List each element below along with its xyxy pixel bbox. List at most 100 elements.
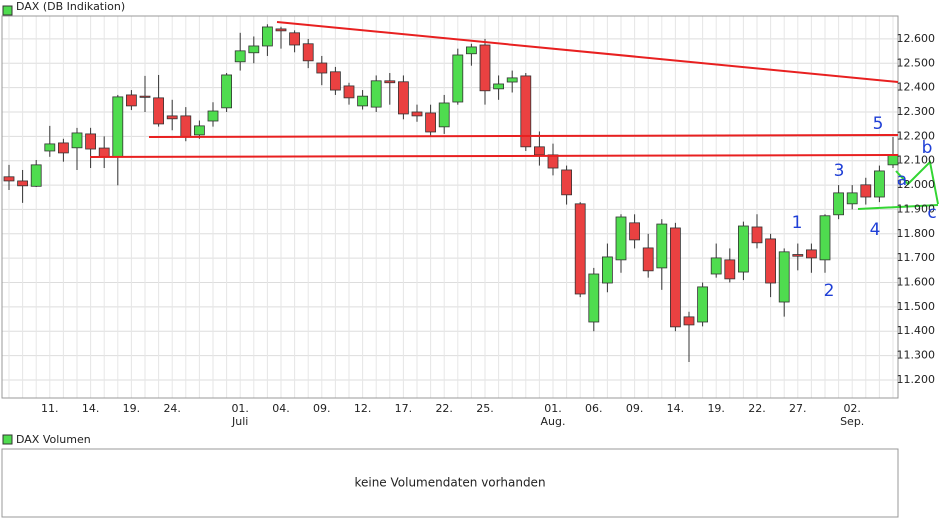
y-tick-label: 12.100 bbox=[897, 154, 936, 167]
candle-body bbox=[765, 238, 776, 284]
candle-body bbox=[343, 85, 355, 99]
candle-body bbox=[234, 50, 246, 63]
volume-frame bbox=[1, 448, 899, 518]
candle-body bbox=[724, 259, 736, 280]
candle-body bbox=[44, 143, 56, 152]
candle-body bbox=[180, 115, 192, 138]
x-tick-label: 04. bbox=[272, 402, 290, 415]
candle-body bbox=[778, 251, 790, 303]
x-tick-label: 09. bbox=[626, 402, 644, 415]
wave-label: a bbox=[897, 170, 907, 190]
wave-line bbox=[895, 159, 939, 205]
y-tick-label: 11.200 bbox=[897, 373, 936, 386]
candle-body bbox=[642, 247, 654, 272]
x-tick-label: 12. bbox=[354, 402, 372, 415]
x-month-label: Juli bbox=[231, 415, 248, 428]
x-tick-label: 24. bbox=[163, 402, 181, 415]
x-tick-label: 19. bbox=[707, 402, 725, 415]
candle-body bbox=[574, 203, 586, 295]
y-tick-label: 11.400 bbox=[897, 324, 936, 337]
candle-body bbox=[153, 97, 165, 125]
candle-body bbox=[275, 28, 287, 32]
legend-swatch bbox=[2, 5, 13, 16]
candle-body bbox=[261, 26, 273, 47]
y-tick-label: 12.000 bbox=[897, 178, 936, 191]
x-tick-label: 19. bbox=[123, 402, 141, 415]
candle-body bbox=[452, 54, 464, 103]
trendline bbox=[276, 21, 899, 83]
candle-body bbox=[207, 110, 219, 122]
candle-body bbox=[588, 273, 600, 323]
candle-body bbox=[58, 142, 69, 154]
x-tick-label: 14. bbox=[667, 402, 685, 415]
wave-label: c bbox=[927, 203, 936, 223]
y-tick-label: 11.900 bbox=[897, 202, 936, 215]
y-tick-label: 12.300 bbox=[897, 105, 936, 118]
wave-label: b bbox=[922, 138, 933, 158]
x-tick-label: 11. bbox=[41, 402, 59, 415]
candle-body bbox=[465, 46, 477, 55]
candle-body bbox=[248, 45, 260, 54]
wave-label: 5 bbox=[873, 114, 884, 134]
wave-label: 3 bbox=[834, 161, 845, 181]
candle-body bbox=[833, 192, 844, 216]
legend-label: DAX Volumen bbox=[16, 433, 91, 446]
candle-body bbox=[329, 71, 341, 91]
x-tick-label: 27. bbox=[789, 402, 807, 415]
x-tick-label: 06. bbox=[585, 402, 603, 415]
trendline bbox=[148, 134, 899, 138]
candle-body bbox=[425, 112, 437, 133]
wave-line bbox=[857, 204, 939, 210]
candle-body bbox=[166, 115, 178, 120]
x-tick-label: 17. bbox=[395, 402, 413, 415]
x-tick-label: 02. bbox=[843, 402, 861, 415]
candle-body bbox=[738, 225, 749, 273]
plot-frame bbox=[1, 15, 899, 399]
y-tick-label: 11.700 bbox=[897, 251, 936, 264]
candle-body bbox=[112, 96, 124, 158]
trendlines bbox=[89, 21, 939, 210]
candle-body bbox=[710, 257, 722, 275]
y-tick-label: 12.600 bbox=[897, 32, 936, 45]
candle-body bbox=[493, 83, 505, 90]
candle-body bbox=[697, 286, 708, 323]
candle-body bbox=[411, 111, 423, 117]
x-month-label: Sep. bbox=[840, 415, 864, 428]
candle-body bbox=[534, 146, 545, 156]
x-month-label: Aug. bbox=[541, 415, 566, 428]
candle-body bbox=[874, 170, 885, 198]
candle-body bbox=[506, 77, 518, 83]
candle-body bbox=[384, 80, 396, 84]
candle-body bbox=[302, 43, 314, 62]
legend-swatch bbox=[2, 434, 13, 445]
trendline bbox=[89, 154, 899, 158]
candle-body bbox=[221, 74, 233, 109]
wave-label: 1 bbox=[792, 213, 803, 233]
y-tick-label: 11.800 bbox=[897, 227, 936, 240]
wave-label: 4 bbox=[870, 220, 881, 240]
candle-body bbox=[397, 81, 409, 115]
candle-body bbox=[139, 95, 151, 98]
y-tick-label: 11.500 bbox=[897, 300, 936, 313]
candle-body bbox=[751, 226, 763, 244]
x-tick-label: 01. bbox=[231, 402, 249, 415]
candle-body bbox=[370, 80, 382, 108]
candle-body bbox=[193, 125, 205, 136]
candle-body bbox=[615, 216, 627, 261]
y-tick-label: 12.500 bbox=[897, 56, 936, 69]
candle-body bbox=[126, 94, 137, 107]
candle-body bbox=[670, 227, 681, 328]
candle-body bbox=[656, 223, 668, 269]
y-tick-label: 11.300 bbox=[897, 349, 936, 362]
y-tick-label: 12.400 bbox=[897, 81, 936, 94]
y-tick-label: 11.600 bbox=[897, 276, 936, 289]
candle-body bbox=[479, 44, 491, 92]
volume-message: keine Volumendaten vorhanden bbox=[354, 476, 545, 490]
candle-body bbox=[289, 32, 301, 46]
candle-body bbox=[683, 316, 695, 326]
candle-body bbox=[85, 133, 96, 150]
candle-body bbox=[316, 62, 328, 74]
x-tick-label: 22. bbox=[748, 402, 766, 415]
x-tick-label: 25. bbox=[476, 402, 494, 415]
